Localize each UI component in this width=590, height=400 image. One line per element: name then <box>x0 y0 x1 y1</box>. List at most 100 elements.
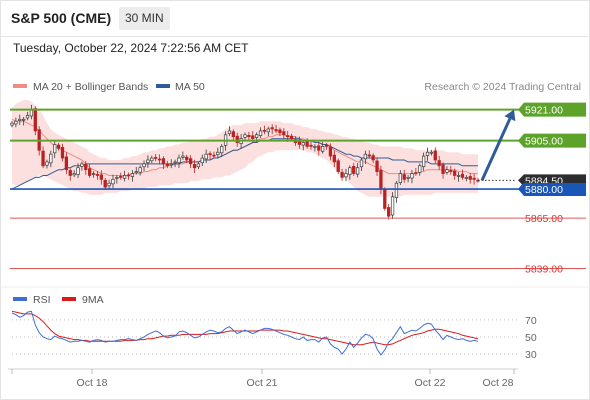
candle <box>371 153 375 164</box>
x-tick-label: Oct 18 <box>77 377 108 389</box>
candle <box>22 116 26 126</box>
candle <box>456 172 461 182</box>
rsi-tick-label: 50 <box>525 332 537 344</box>
candle <box>196 161 201 170</box>
candle <box>437 155 441 171</box>
level-label: 5905.00 <box>525 136 563 148</box>
candle <box>68 168 72 181</box>
candle <box>328 143 333 161</box>
ma50-legend-swatch <box>156 84 170 88</box>
candle <box>258 127 263 138</box>
candle <box>429 149 434 156</box>
pivot-label: 5880.00 <box>525 184 563 196</box>
candle <box>49 150 53 168</box>
candle <box>138 165 142 176</box>
candle <box>468 172 472 184</box>
candle <box>418 163 422 176</box>
candle <box>88 164 92 178</box>
candle <box>122 170 127 182</box>
candle <box>60 143 65 162</box>
candle <box>425 147 430 161</box>
candle <box>398 170 402 185</box>
candle <box>247 131 251 141</box>
candle <box>115 175 119 184</box>
candle <box>460 169 465 180</box>
ma50-legend-label: MA 50 <box>175 81 205 93</box>
candle <box>301 140 305 151</box>
instrument-title: S&P 500 (CME) <box>11 10 112 26</box>
candle <box>324 142 329 150</box>
candle <box>464 175 468 182</box>
candle <box>25 111 30 121</box>
candle <box>169 159 173 169</box>
candle <box>375 157 379 176</box>
candle <box>142 160 146 172</box>
candle <box>204 149 208 164</box>
candle <box>317 142 321 156</box>
ma9-legend-label: 9MA <box>82 294 104 306</box>
candle <box>72 170 76 178</box>
level-label: 5865.00 <box>525 213 563 225</box>
level-label: 5839.00 <box>525 264 563 276</box>
timestamp: Tuesday, October 22, 2024 7:22:56 AM CET <box>13 41 249 55</box>
candle <box>387 203 391 220</box>
candle <box>173 159 177 167</box>
candle <box>165 160 169 169</box>
candle <box>10 120 14 128</box>
candle <box>227 126 232 136</box>
candle <box>130 170 135 182</box>
candle <box>394 180 399 203</box>
level-label: 5921.00 <box>525 105 563 117</box>
source-credit: Research © 2024 Trading Central <box>424 81 581 93</box>
candle <box>56 142 61 151</box>
candle <box>390 192 395 220</box>
candle <box>340 168 344 181</box>
candle <box>355 163 360 178</box>
ma20-legend-swatch <box>13 84 27 88</box>
candle <box>185 154 189 164</box>
target-arrow-head <box>504 109 516 122</box>
candle <box>45 159 49 169</box>
candle <box>313 144 317 152</box>
candle <box>262 125 267 135</box>
timeframe-button[interactable]: 30 MIN <box>119 7 170 30</box>
candle <box>95 170 100 180</box>
candle <box>119 172 123 180</box>
candle <box>449 165 453 175</box>
x-tick-label: Oct 22 <box>415 377 446 389</box>
candle <box>359 157 364 172</box>
candle <box>414 167 418 176</box>
candle <box>243 132 247 140</box>
candle <box>126 172 131 180</box>
candle <box>212 151 216 159</box>
x-tick-label: Oct 28 <box>483 377 514 389</box>
candle <box>266 126 270 137</box>
level-tag <box>518 102 586 117</box>
candle <box>453 168 457 180</box>
candle <box>14 117 18 128</box>
candle <box>134 166 138 175</box>
candle <box>216 147 220 159</box>
candle <box>33 106 37 136</box>
candle <box>111 174 115 189</box>
candle <box>410 170 414 184</box>
candle <box>383 187 387 211</box>
candle <box>64 152 69 174</box>
candle <box>282 128 286 140</box>
candle <box>41 146 45 169</box>
ma50-line <box>11 138 478 190</box>
candle <box>103 178 107 190</box>
candle <box>91 171 96 178</box>
candle <box>84 160 88 175</box>
bollinger-band-area <box>12 99 478 197</box>
candle <box>99 170 103 185</box>
pivot-tag <box>518 183 586 196</box>
candle <box>441 162 445 179</box>
level-tag <box>518 133 586 148</box>
candle <box>150 155 154 164</box>
candle <box>80 161 84 171</box>
candle <box>363 150 368 165</box>
target-arrow <box>480 118 512 181</box>
